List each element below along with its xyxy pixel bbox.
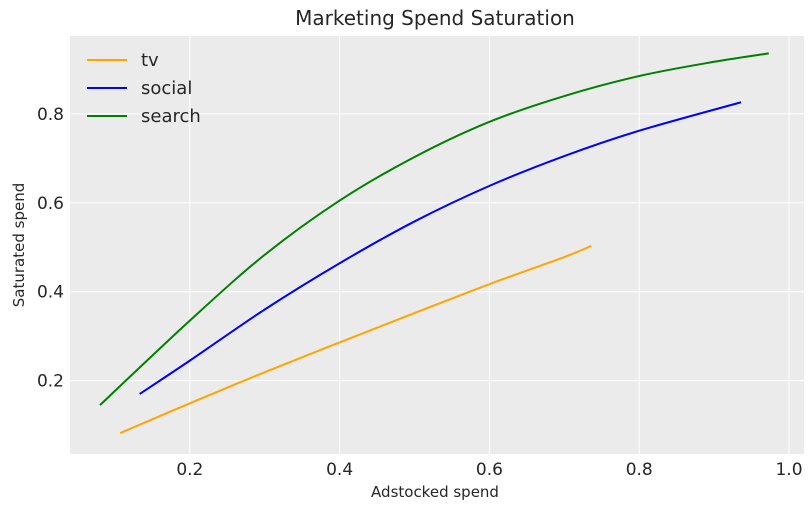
y-axis-label: Saturated spend: [10, 183, 28, 307]
y-tick-label: 0.6: [37, 194, 64, 214]
grid-layer: [70, 36, 804, 454]
x-tick-label: 0.4: [326, 460, 353, 480]
series-layer: [99, 52, 769, 435]
chart-title: Marketing Spend Saturation: [295, 6, 575, 30]
x-tick-label: 1.0: [775, 460, 802, 480]
x-tick-label: 0.8: [626, 460, 653, 480]
tick-layer: 0.2 0.4 0.6 0.8 1.0 0.2 0.4 0.6 0.8: [37, 105, 803, 480]
legend-label-social: social: [141, 78, 192, 99]
series-line-search: [99, 52, 769, 406]
series-line-social: [139, 101, 742, 395]
x-tick-label: 0.6: [476, 460, 503, 480]
series-line-tv: [119, 244, 592, 435]
y-tick-label: 0.2: [37, 372, 64, 392]
legend-label-search: search: [141, 106, 201, 127]
legend: tv social search: [87, 50, 201, 127]
y-tick-label: 0.8: [37, 105, 64, 125]
x-axis-label: Adstocked spend: [371, 483, 499, 501]
y-tick-label: 0.4: [37, 283, 64, 303]
plot-background: [70, 36, 804, 454]
x-tick-label: 0.2: [176, 460, 203, 480]
legend-label-tv: tv: [141, 50, 159, 71]
